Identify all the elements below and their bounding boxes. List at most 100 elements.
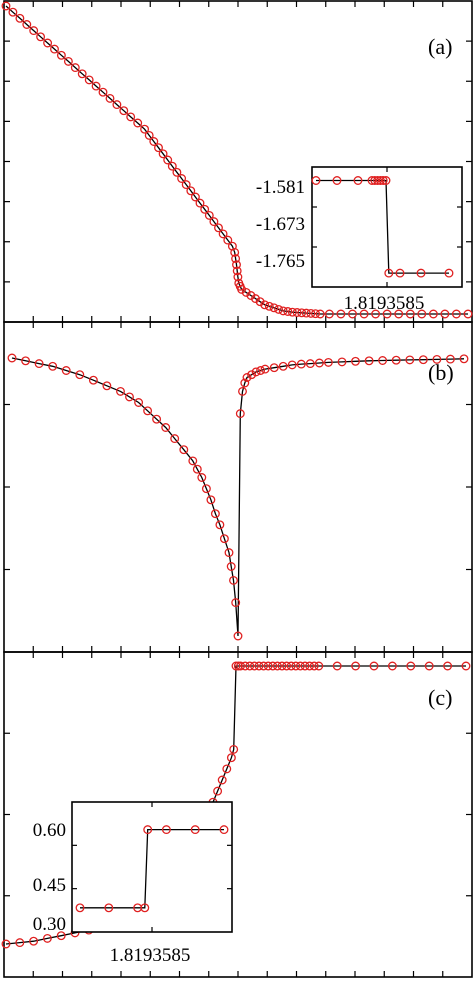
panel-c-point bbox=[263, 661, 273, 671]
panel-b-point bbox=[238, 386, 247, 396]
panel-b-point bbox=[192, 464, 202, 474]
panel-a-point bbox=[382, 309, 392, 319]
panel-b-point bbox=[247, 370, 257, 380]
panel-c-point bbox=[369, 661, 379, 671]
panel-c-point bbox=[277, 661, 287, 671]
inset-a-point bbox=[370, 176, 380, 185]
panel-a-point bbox=[112, 100, 122, 110]
panel-c-point bbox=[300, 661, 310, 671]
panel-a-point bbox=[70, 63, 80, 73]
panel-a-point bbox=[144, 130, 154, 140]
panel-c-point bbox=[254, 661, 264, 671]
panel-a-point bbox=[43, 38, 53, 48]
panel-a-series bbox=[1, 1, 473, 319]
panel-a-point bbox=[440, 309, 450, 319]
panel-c-point bbox=[259, 661, 269, 671]
panel-a-point bbox=[297, 308, 307, 318]
panel-b-point bbox=[125, 392, 134, 402]
panel-a-point bbox=[140, 124, 150, 134]
panel-b-point bbox=[391, 355, 401, 365]
panel-a-point bbox=[154, 143, 163, 153]
panel-b-point bbox=[287, 360, 297, 370]
panel-b-point bbox=[224, 548, 234, 558]
panel-c-point bbox=[29, 936, 39, 946]
panel-a-label: (a) bbox=[428, 34, 452, 59]
panel-b-point bbox=[251, 367, 261, 377]
panel-c-point bbox=[245, 661, 255, 671]
panel-a-inset: -1.581 -1.673 -1.765 1.8193585 bbox=[256, 166, 463, 314]
panel-c-point bbox=[236, 661, 246, 671]
inset-a-point bbox=[395, 268, 405, 278]
panel-a-point bbox=[133, 118, 143, 128]
panel-b-point bbox=[61, 366, 71, 375]
panel-b-point bbox=[364, 356, 374, 366]
panel-a-point bbox=[119, 106, 129, 116]
panel-c-point bbox=[406, 661, 416, 671]
panel-b-point bbox=[459, 354, 469, 364]
inset-a-ticks bbox=[312, 167, 462, 287]
panel-a-point bbox=[348, 309, 357, 319]
panel-b-point bbox=[229, 575, 238, 585]
panel-a-point bbox=[126, 112, 136, 122]
inset-c-point bbox=[104, 903, 114, 913]
panel-b-point bbox=[405, 355, 415, 365]
panel-b-point bbox=[206, 495, 216, 505]
panel-c-point bbox=[291, 661, 301, 671]
panel-b-point bbox=[201, 484, 211, 494]
panel-a-point bbox=[8, 7, 18, 17]
panel-a-point bbox=[91, 81, 101, 91]
panel-a-point bbox=[204, 210, 214, 220]
panel-a-point bbox=[177, 174, 187, 183]
inset-a-ytick-2: -1.765 bbox=[256, 251, 305, 272]
panel-b-point bbox=[278, 361, 288, 371]
inset-a-point bbox=[311, 176, 321, 185]
panel-b-point bbox=[240, 378, 250, 388]
panel-c-point bbox=[268, 661, 278, 671]
panel-a-point bbox=[36, 32, 46, 42]
panel-a-point bbox=[311, 309, 320, 319]
panel-b-point bbox=[143, 406, 153, 416]
inset-a-line bbox=[316, 179, 449, 274]
panel-a-point bbox=[200, 204, 210, 214]
panel-b-point bbox=[215, 520, 225, 530]
inset-a-point bbox=[444, 268, 454, 278]
panel-a-point bbox=[232, 266, 242, 276]
panel-b-point bbox=[179, 445, 189, 455]
panel-b-point bbox=[256, 366, 266, 375]
panel-a-point bbox=[214, 223, 223, 233]
panel-a-point bbox=[223, 235, 233, 245]
panel-b-point bbox=[75, 370, 85, 380]
panel-c-point bbox=[387, 661, 397, 671]
panel-b-point bbox=[235, 409, 245, 419]
panel-b: (b) bbox=[3, 321, 473, 653]
panel-b-point bbox=[233, 631, 243, 641]
inset-a-xlabel: 1.8193585 bbox=[344, 293, 425, 314]
panel-c-point bbox=[240, 661, 250, 671]
panel-b-point bbox=[188, 456, 198, 466]
panel-a-point bbox=[1, 1, 11, 11]
inset-a-point bbox=[332, 176, 342, 185]
panel-a-point bbox=[181, 180, 191, 190]
panel-b-point bbox=[305, 359, 315, 369]
panel-a-point bbox=[63, 56, 73, 66]
inset-c-ticks bbox=[72, 802, 232, 932]
panel-c-point bbox=[314, 661, 324, 671]
panel-a-point bbox=[84, 75, 94, 85]
panel-b-point bbox=[351, 356, 360, 366]
panel-b-point bbox=[88, 375, 98, 385]
panel-a-point bbox=[463, 309, 473, 319]
panel-c-point bbox=[222, 764, 232, 774]
panel-a-point bbox=[29, 26, 39, 36]
panel-c: (c) 0.60 0.45 0.30 1.8193585 bbox=[1, 651, 473, 978]
panel-b-point bbox=[21, 356, 31, 366]
panel-b-point bbox=[314, 358, 324, 368]
panel-a-point bbox=[233, 272, 243, 282]
panel-a-point bbox=[283, 307, 293, 316]
panel-a-point bbox=[22, 20, 32, 29]
panel-b-point bbox=[219, 534, 229, 544]
panel-a-point bbox=[237, 284, 247, 294]
panel-a-ticks bbox=[4, 1, 472, 322]
inset-c-bg bbox=[72, 802, 232, 932]
inset-c-xlabel: 1.8193585 bbox=[110, 945, 191, 966]
panel-a-point bbox=[394, 309, 404, 319]
